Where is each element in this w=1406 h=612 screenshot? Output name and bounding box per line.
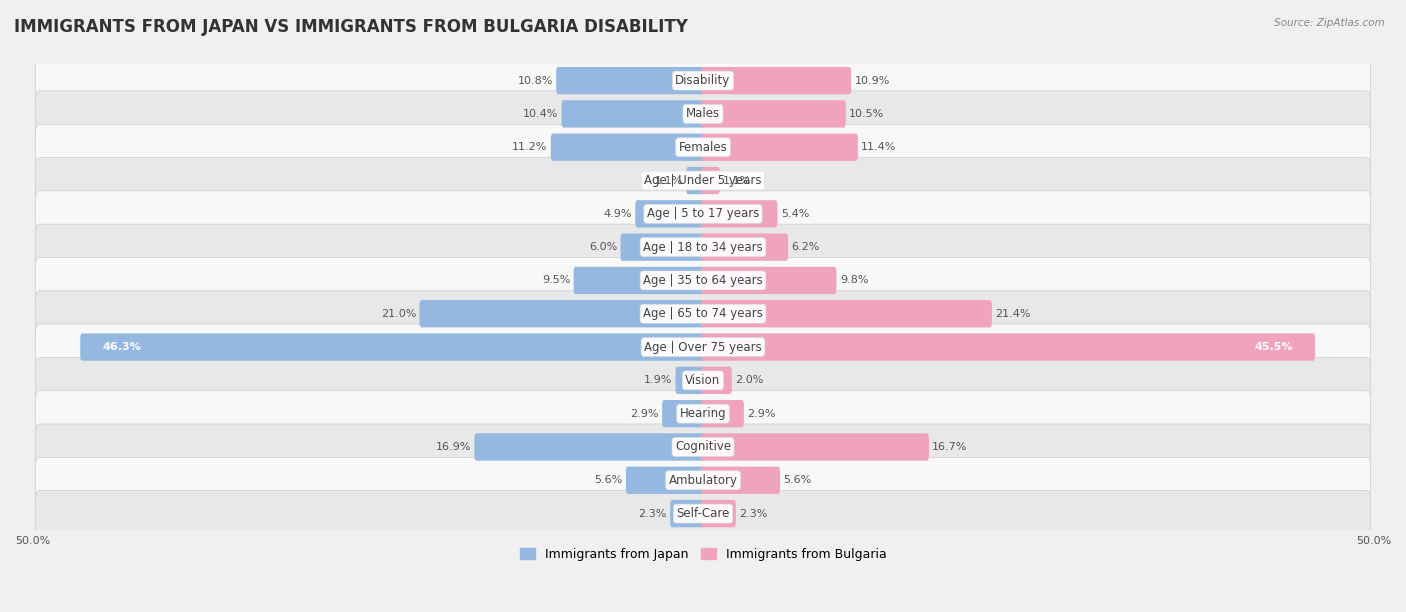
FancyBboxPatch shape: [671, 500, 704, 528]
Text: 2.9%: 2.9%: [747, 409, 776, 419]
Text: 2.3%: 2.3%: [740, 509, 768, 518]
Text: 2.0%: 2.0%: [735, 375, 763, 386]
FancyBboxPatch shape: [35, 157, 1371, 204]
FancyBboxPatch shape: [80, 334, 704, 360]
FancyBboxPatch shape: [702, 466, 780, 494]
Text: 5.4%: 5.4%: [780, 209, 808, 219]
FancyBboxPatch shape: [419, 300, 704, 327]
Text: 5.6%: 5.6%: [595, 476, 623, 485]
Text: 10.9%: 10.9%: [855, 76, 890, 86]
FancyBboxPatch shape: [35, 424, 1371, 470]
Text: 10.5%: 10.5%: [849, 109, 884, 119]
Text: Disability: Disability: [675, 74, 731, 87]
FancyBboxPatch shape: [702, 367, 733, 394]
Text: Females: Females: [679, 141, 727, 154]
FancyBboxPatch shape: [626, 466, 704, 494]
Text: 2.9%: 2.9%: [630, 409, 659, 419]
FancyBboxPatch shape: [702, 67, 851, 94]
FancyBboxPatch shape: [557, 67, 704, 94]
Text: 6.2%: 6.2%: [792, 242, 820, 252]
Text: Source: ZipAtlas.com: Source: ZipAtlas.com: [1274, 18, 1385, 28]
FancyBboxPatch shape: [702, 433, 929, 461]
FancyBboxPatch shape: [702, 234, 789, 261]
FancyBboxPatch shape: [686, 167, 704, 194]
Text: 16.9%: 16.9%: [436, 442, 471, 452]
Text: 5.6%: 5.6%: [783, 476, 811, 485]
Text: 21.4%: 21.4%: [995, 308, 1031, 319]
Text: Age | Over 75 years: Age | Over 75 years: [644, 340, 762, 354]
FancyBboxPatch shape: [35, 191, 1371, 237]
Legend: Immigrants from Japan, Immigrants from Bulgaria: Immigrants from Japan, Immigrants from B…: [515, 543, 891, 566]
Text: Self-Care: Self-Care: [676, 507, 730, 520]
Text: 1.9%: 1.9%: [644, 375, 672, 386]
FancyBboxPatch shape: [35, 58, 1371, 103]
FancyBboxPatch shape: [636, 200, 704, 228]
Text: 45.5%: 45.5%: [1254, 342, 1294, 352]
Text: 4.9%: 4.9%: [603, 209, 631, 219]
Text: Males: Males: [686, 108, 720, 121]
Text: Age | 18 to 34 years: Age | 18 to 34 years: [643, 241, 763, 253]
Text: 10.4%: 10.4%: [523, 109, 558, 119]
Text: Age | 65 to 74 years: Age | 65 to 74 years: [643, 307, 763, 320]
FancyBboxPatch shape: [662, 400, 704, 427]
FancyBboxPatch shape: [574, 267, 704, 294]
FancyBboxPatch shape: [35, 124, 1371, 170]
FancyBboxPatch shape: [35, 390, 1371, 436]
FancyBboxPatch shape: [702, 400, 744, 427]
Text: 2.3%: 2.3%: [638, 509, 666, 518]
Text: Ambulatory: Ambulatory: [668, 474, 738, 487]
FancyBboxPatch shape: [702, 167, 720, 194]
FancyBboxPatch shape: [702, 300, 991, 327]
Text: Cognitive: Cognitive: [675, 441, 731, 453]
Text: 46.3%: 46.3%: [103, 342, 141, 352]
FancyBboxPatch shape: [561, 100, 704, 127]
Text: Age | 5 to 17 years: Age | 5 to 17 years: [647, 207, 759, 220]
Text: 11.4%: 11.4%: [862, 142, 897, 152]
FancyBboxPatch shape: [35, 91, 1371, 137]
Text: 9.5%: 9.5%: [541, 275, 571, 285]
Text: 10.8%: 10.8%: [517, 76, 553, 86]
FancyBboxPatch shape: [35, 224, 1371, 270]
FancyBboxPatch shape: [702, 500, 735, 528]
FancyBboxPatch shape: [702, 100, 846, 127]
FancyBboxPatch shape: [702, 267, 837, 294]
Text: Age | Under 5 years: Age | Under 5 years: [644, 174, 762, 187]
FancyBboxPatch shape: [35, 324, 1371, 370]
FancyBboxPatch shape: [35, 291, 1371, 337]
Text: 6.0%: 6.0%: [589, 242, 617, 252]
FancyBboxPatch shape: [620, 234, 704, 261]
FancyBboxPatch shape: [35, 357, 1371, 403]
FancyBboxPatch shape: [702, 133, 858, 161]
FancyBboxPatch shape: [551, 133, 704, 161]
Text: Hearing: Hearing: [679, 407, 727, 420]
FancyBboxPatch shape: [35, 491, 1371, 537]
FancyBboxPatch shape: [35, 457, 1371, 503]
Text: IMMIGRANTS FROM JAPAN VS IMMIGRANTS FROM BULGARIA DISABILITY: IMMIGRANTS FROM JAPAN VS IMMIGRANTS FROM…: [14, 18, 688, 36]
FancyBboxPatch shape: [702, 200, 778, 228]
Text: 9.8%: 9.8%: [839, 275, 869, 285]
Text: Age | 35 to 64 years: Age | 35 to 64 years: [643, 274, 763, 287]
FancyBboxPatch shape: [702, 334, 1315, 360]
FancyBboxPatch shape: [675, 367, 704, 394]
Text: 1.1%: 1.1%: [655, 176, 683, 185]
FancyBboxPatch shape: [35, 258, 1371, 304]
Text: 1.1%: 1.1%: [723, 176, 751, 185]
FancyBboxPatch shape: [474, 433, 704, 461]
Text: 11.2%: 11.2%: [512, 142, 547, 152]
Text: 16.7%: 16.7%: [932, 442, 967, 452]
Text: 21.0%: 21.0%: [381, 308, 416, 319]
Text: Vision: Vision: [685, 374, 721, 387]
